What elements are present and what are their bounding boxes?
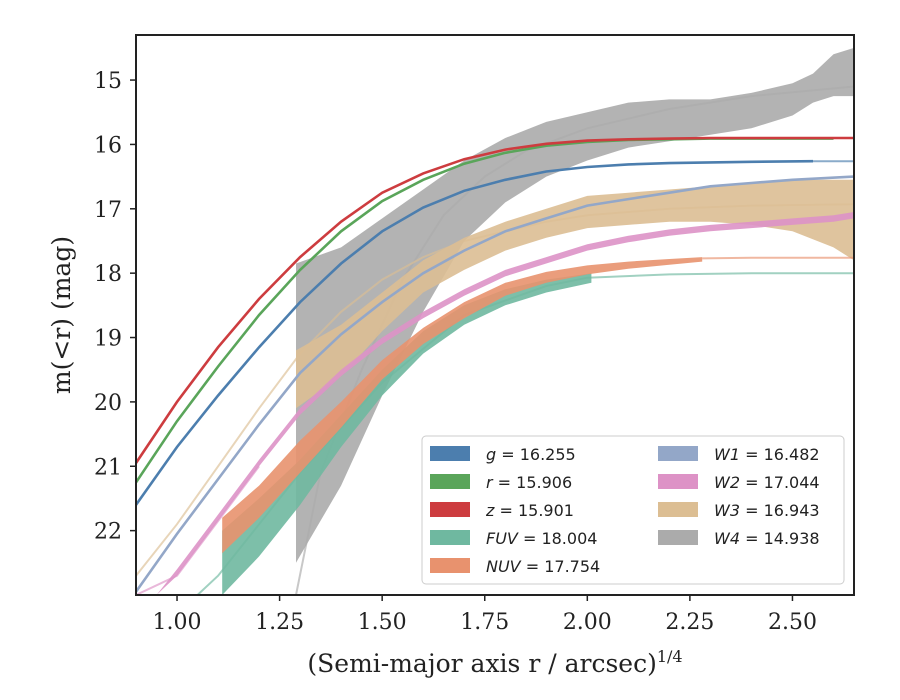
legend-item-nuv: NUV = 17.754: [430, 557, 600, 576]
y-tick-label: 19: [94, 327, 122, 352]
legend-band-w3: W3: [714, 501, 740, 520]
series-g-line: [136, 159, 814, 506]
y-tick-label: 21: [94, 455, 122, 480]
legend-value-w1: = 16.482: [740, 445, 820, 464]
x-axis-title-exponent: 1/4: [657, 647, 683, 666]
legend-swatch-nuv: [430, 558, 470, 573]
legend-box: [421, 435, 845, 585]
y-axis-ticks: 15 16 17 18 19 20 21 22: [94, 69, 136, 545]
legend-item-w1: W1 = 16.482: [658, 445, 820, 464]
series-w1: [136, 175, 854, 593]
x-axis-ticks: 1.00 1.25 1.50 1.75 2.00 2.25 2.50: [153, 595, 817, 635]
legend-value-g: = 16.255: [496, 445, 576, 464]
y-tick-label: 22: [94, 520, 122, 545]
x-tick-label: 1.00: [153, 610, 202, 635]
series-w2: [136, 212, 854, 595]
legend-swatch-fuv: [430, 530, 470, 545]
legend-item-fuv: FUV = 18.004: [430, 529, 597, 548]
legend-band-w1: W1: [714, 445, 740, 464]
legend-item-w4: W4 = 14.938: [658, 529, 820, 548]
x-tick-label: 2.50: [768, 610, 817, 635]
x-tick-label: 2.00: [563, 610, 612, 635]
legend-label-w4: W4 = 14.938: [714, 529, 820, 548]
x-tick-label: 2.25: [665, 610, 714, 635]
legend-swatch-z: [430, 502, 470, 517]
plot-frame: [135, 34, 855, 596]
legend-label-fuv: FUV = 18.004: [486, 529, 597, 548]
legend-value-w4: = 14.938: [740, 529, 820, 548]
y-axis-title: m(<r) (mag): [47, 236, 76, 394]
legend-label-nuv: NUV = 17.754: [486, 557, 600, 576]
legend-item-w2: W2 = 17.044: [658, 473, 820, 492]
legend-swatch-r: [430, 474, 470, 489]
x-tick-label: 1.25: [255, 610, 304, 635]
legend-band-w2: W2: [714, 473, 740, 492]
legend-band-fuv: FUV: [486, 529, 519, 548]
legend-band-w4: W4: [714, 529, 740, 548]
legend-band-g: g: [486, 445, 496, 464]
legend-swatch-w1: [658, 446, 698, 461]
legend-label-g: g = 16.255: [486, 445, 576, 464]
series-nuv-band: [222, 257, 703, 554]
legend-swatch-w2: [658, 474, 698, 489]
legend-value-fuv: = 18.004: [518, 529, 598, 548]
legend-swatch-g: [430, 446, 470, 461]
legend-band-z: z: [485, 501, 495, 520]
legend-swatch-w3: [658, 502, 698, 517]
legend-item-w3: W3 = 16.943: [658, 501, 820, 520]
legend-value-w3: = 16.943: [740, 501, 820, 520]
legend-label-r: r = 15.906: [486, 473, 572, 492]
legend-value-nuv: = 17.754: [521, 557, 601, 576]
legend-label-w2: W2 = 17.044: [714, 473, 820, 492]
series-w1-line: [136, 175, 854, 593]
series-nuv-model-line: [702, 256, 854, 260]
x-tick-label: 1.75: [460, 610, 509, 635]
series-w3-band: [296, 179, 854, 409]
legend-band-r: r: [486, 473, 494, 492]
y-tick-label: 15: [94, 69, 122, 94]
series-layer: [136, 47, 854, 595]
legend-value-r: = 15.906: [493, 473, 573, 492]
series-w3: [136, 179, 854, 577]
x-tick-label: 1.50: [358, 610, 407, 635]
series-g: [136, 159, 854, 506]
series-z-line: [136, 136, 854, 464]
legend-item-r: r = 15.906: [430, 473, 572, 492]
x-axis-title-main: (Semi-major axis r / arcsec): [307, 649, 656, 678]
series-z: [136, 136, 854, 464]
legend-item-g: g = 16.255: [430, 445, 576, 464]
legend-item-z: z = 15.901: [430, 501, 574, 520]
y-tick-label: 18: [94, 262, 122, 287]
legend-value-z: = 15.901: [494, 501, 574, 520]
legend-label-w3: W3 = 16.943: [714, 501, 820, 520]
legend-label-z: z = 15.901: [485, 501, 574, 520]
legend-value-w2: = 17.044: [740, 473, 820, 492]
x-axis-title: (Semi-major axis r / arcsec)1/4: [307, 647, 682, 678]
legend-band-nuv: NUV: [486, 557, 522, 576]
y-tick-label: 17: [94, 198, 122, 223]
legend-label-w1: W1 = 16.482: [714, 445, 820, 464]
series-nuv: [222, 256, 854, 554]
y-tick-label: 20: [94, 391, 122, 416]
legend-swatch-w4: [658, 530, 698, 545]
y-tick-label: 16: [94, 133, 122, 158]
